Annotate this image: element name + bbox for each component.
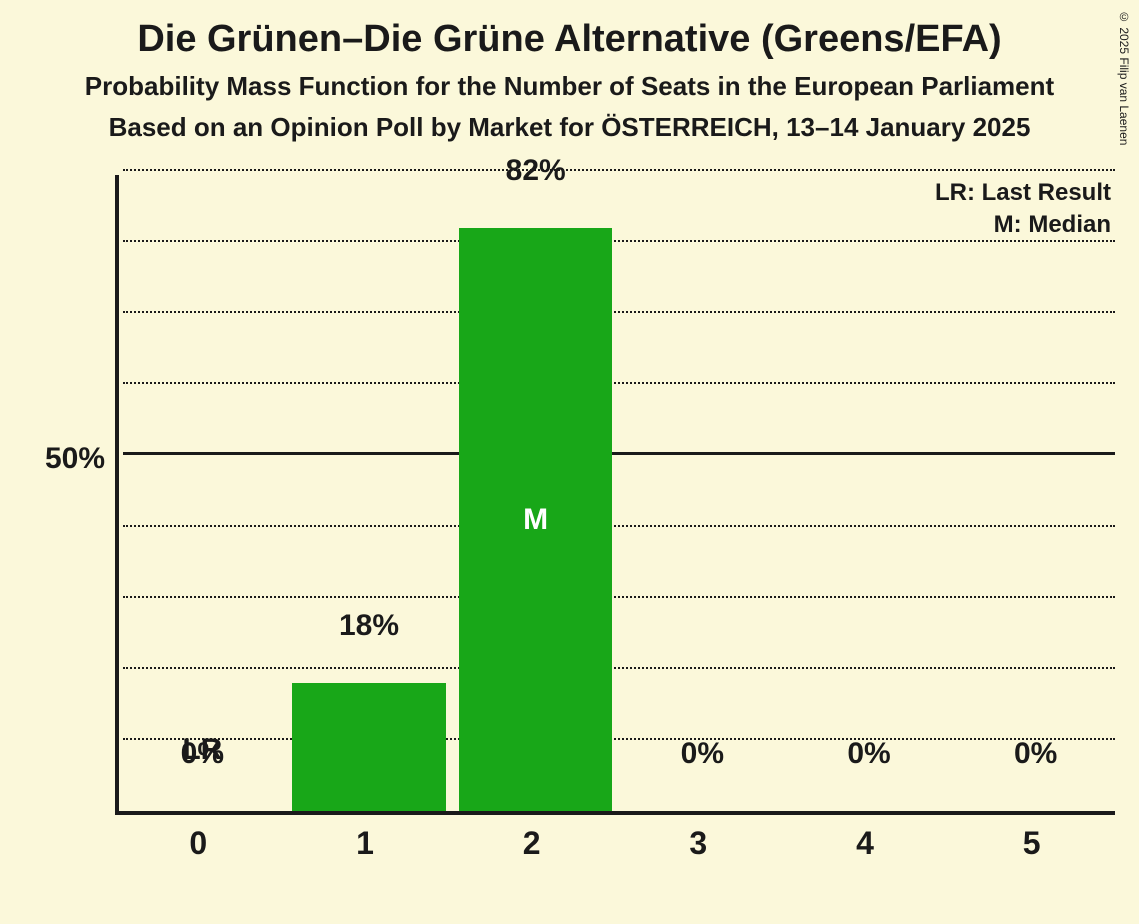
x-axis-label: 3 xyxy=(689,825,707,862)
gridline xyxy=(123,525,1115,527)
x-axis-label: 2 xyxy=(523,825,541,862)
bar-value-label: 82% xyxy=(506,154,566,188)
gridline xyxy=(123,311,1115,313)
x-axis-label: 4 xyxy=(856,825,874,862)
legend-lr: LR: Last Result xyxy=(935,179,1111,207)
bar-1 xyxy=(292,683,445,811)
bar-value-label: 0% xyxy=(1014,737,1057,771)
gridline xyxy=(123,667,1115,669)
gridline xyxy=(123,452,1115,455)
chart-subtitle: Probability Mass Function for the Number… xyxy=(0,71,1139,102)
bar-value-label: 0% xyxy=(847,737,890,771)
last-result-marker: LR xyxy=(182,733,222,767)
y-axis-label-50: 50% xyxy=(45,442,105,476)
chart-title: Die Grünen–Die Grüne Alternative (Greens… xyxy=(0,18,1139,61)
gridline xyxy=(123,169,1115,171)
bar-value-label: 18% xyxy=(339,609,399,643)
gridline xyxy=(123,596,1115,598)
plot-region: LR: Last Result M: Median 0%LR18%82%M0%0… xyxy=(115,175,1115,815)
copyright-text: © 2025 Filip van Laenen xyxy=(1117,10,1131,145)
gridline xyxy=(123,240,1115,242)
gridline xyxy=(123,738,1115,740)
x-axis-label: 1 xyxy=(356,825,374,862)
legend-median: M: Median xyxy=(994,211,1111,239)
x-axis-label: 0 xyxy=(189,825,207,862)
bar-value-label: 0% xyxy=(681,737,724,771)
gridline xyxy=(123,382,1115,384)
x-axis-label: 5 xyxy=(1023,825,1041,862)
chart-area: LR: Last Result M: Median 0%LR18%82%M0%0… xyxy=(115,175,1115,855)
chart-subtitle-2: Based on an Opinion Poll by Market for Ö… xyxy=(0,112,1139,143)
median-marker: M xyxy=(523,503,548,537)
